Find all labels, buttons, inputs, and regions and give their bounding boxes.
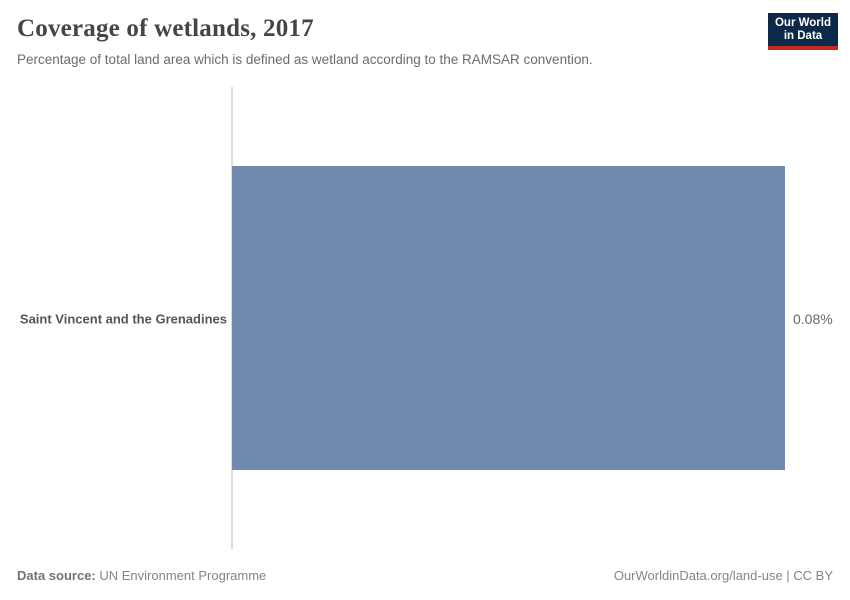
chart-subtitle: Percentage of total land area which is d… (17, 52, 593, 67)
data-source-note: Data source: UN Environment Programme (17, 568, 266, 583)
bar-saint-vincent-and-the-grenadines[interactable] (232, 166, 785, 470)
y-axis-line (231, 87, 233, 549)
bar-value-label: 0.08% (793, 311, 833, 327)
bar-category-label: Saint Vincent and the Grenadines (19, 311, 227, 327)
chart-footer: Data source: UN Environment Programme Ou… (17, 568, 833, 583)
data-source-value: UN Environment Programme (99, 568, 267, 583)
owid-logo-text-line1: Our World (774, 16, 831, 29)
chart-title: Coverage of wetlands, 2017 (17, 15, 314, 42)
data-source-prefix: Data source: (17, 568, 96, 583)
owid-url-license-link[interactable]: OurWorldinData.org/land-use | CC BY (613, 568, 833, 583)
owid-logo-text-line2: in Data (783, 29, 823, 42)
owid-logo[interactable]: Our World in Data (768, 13, 838, 50)
